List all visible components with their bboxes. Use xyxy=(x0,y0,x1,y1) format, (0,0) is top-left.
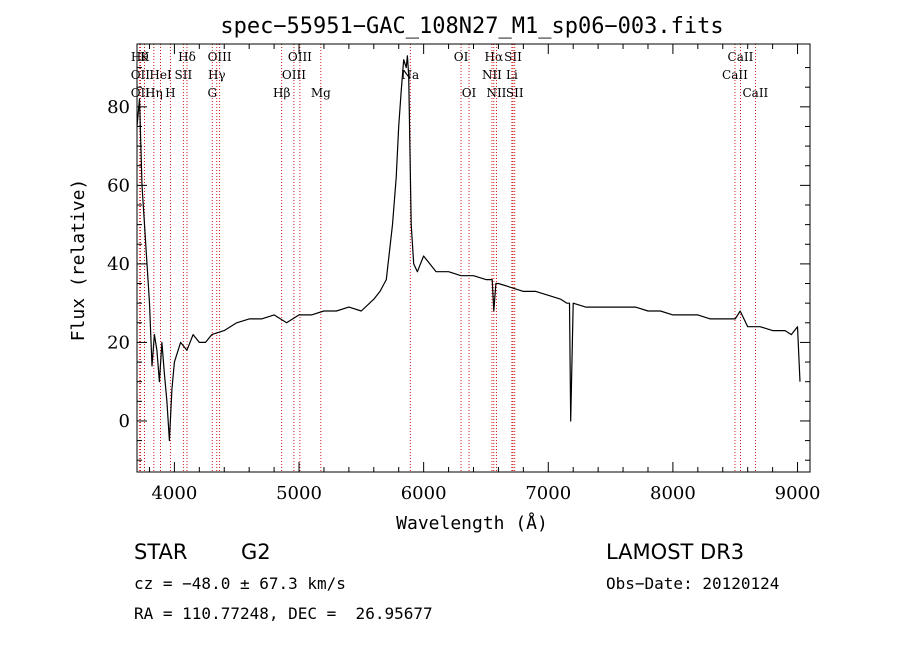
spectral-line-label: Hα xyxy=(485,50,504,64)
spectral-line-label: SII xyxy=(504,50,522,64)
spectral-line-label: NII xyxy=(486,86,506,100)
plot-frame xyxy=(136,43,811,473)
coordinates: RA = 110.77248, DEC = 26.95677 xyxy=(134,604,433,623)
y-tick-label: 20 xyxy=(107,332,130,353)
spectral-line-label: H xyxy=(165,86,175,100)
spectral-line-label: OIII xyxy=(288,50,312,64)
series-group xyxy=(136,55,801,442)
spectral-line-label: SII xyxy=(175,68,193,82)
spectral-line-label: Li xyxy=(506,68,518,82)
spectral-line-label: CaII xyxy=(722,68,748,82)
axes-group: 4000 5000 6000 7000 8000 9000 0 20 40 60 80 xyxy=(107,44,820,504)
spectral-line-label: Hγ xyxy=(208,68,226,82)
x-axis-label: Wavelength (Å) xyxy=(396,512,548,534)
spectral-line-label: Hβ xyxy=(273,86,290,100)
flux-series-line xyxy=(136,55,801,442)
y-tick-label: 40 xyxy=(107,254,130,275)
y-tick-label: 80 xyxy=(107,97,130,118)
y-axis-label: Flux (relative) xyxy=(68,179,89,342)
spectral-line-label: CaII xyxy=(728,50,754,64)
x-tick-label: 9000 xyxy=(775,483,821,504)
spectral-line-label: Mg xyxy=(311,86,331,100)
observation-date: Obs−Date: 20120124 xyxy=(606,574,780,593)
x-tick-label: 6000 xyxy=(401,483,447,504)
x-tick-label: 8000 xyxy=(650,483,696,504)
x-tick-label: 5000 xyxy=(276,483,322,504)
spectral-line-label: CaII xyxy=(742,86,768,100)
spectral-line-label: SII xyxy=(506,86,524,100)
spectral-line-label: OI xyxy=(454,50,469,64)
redshift-cz: cz = −48.0 ± 67.3 km/s xyxy=(134,574,346,593)
x-tick-label: 4000 xyxy=(151,483,197,504)
spectral-subclass: G2 xyxy=(241,540,271,564)
spectral-line-label: OIII xyxy=(282,68,306,82)
spectral-line-label: OII xyxy=(131,86,151,100)
spectral-line-label: HeI xyxy=(149,68,172,82)
object-type: STAR xyxy=(134,540,188,564)
spectral-line-label: Na xyxy=(401,68,419,82)
spectral-line-label: OI xyxy=(462,86,477,100)
y-tick-label: 0 xyxy=(119,411,130,432)
spectral-line-label: NII xyxy=(482,68,502,82)
survey-name: LAMOST DR3 xyxy=(606,540,745,564)
spectral-line-label: OIII xyxy=(208,50,232,64)
x-tick-label: 7000 xyxy=(525,483,571,504)
spectral-line-label: G xyxy=(207,86,217,100)
y-tick-label: 60 xyxy=(107,175,130,196)
spectral-line-label: Hη xyxy=(145,86,163,100)
spectral-line-label: Hδ xyxy=(178,50,196,64)
chart-title: spec−55951−GAC_108N27_M1_sp06−003.fits xyxy=(220,14,723,39)
spectral-line-label: K xyxy=(140,50,150,64)
